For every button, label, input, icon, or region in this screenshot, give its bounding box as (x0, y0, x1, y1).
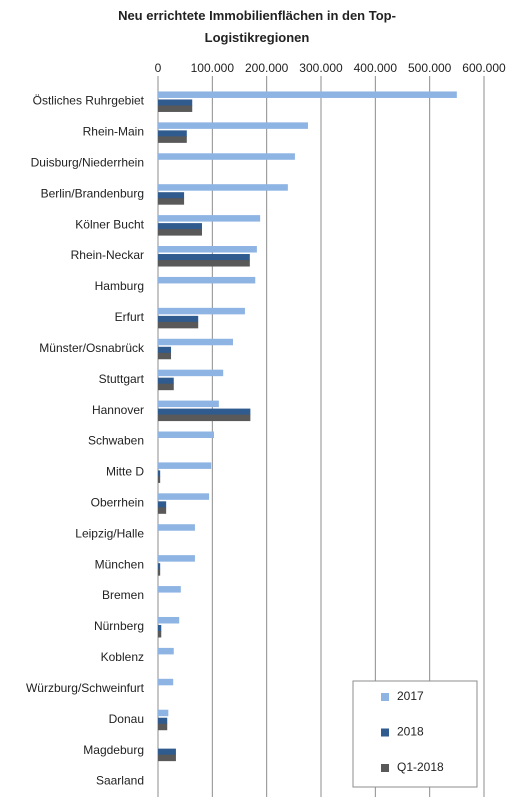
bar (158, 254, 250, 261)
y-tick-label: Saarland (96, 774, 144, 788)
bar (158, 630, 162, 638)
bar (158, 346, 172, 354)
y-tick-label: Hannover (92, 403, 144, 417)
bar (158, 709, 169, 717)
y-tick-label: Würzburg/Schweinfurt (26, 681, 145, 695)
bar (158, 476, 161, 483)
y-tick-label: Koblenz (101, 650, 144, 664)
bar (158, 563, 161, 570)
y-tick-label: Berlin/Brandenburg (41, 186, 144, 200)
bar (158, 555, 195, 562)
bar (158, 377, 174, 385)
y-tick-label: Leipzig/Halle (75, 526, 144, 540)
y-tick-label: Nürnberg (94, 619, 144, 633)
bar (158, 624, 162, 632)
bar (158, 130, 187, 137)
y-tick-label: Bremen (102, 588, 144, 602)
bar (158, 383, 174, 391)
bar (158, 754, 176, 762)
bar (158, 352, 172, 360)
y-tick-label: Rhein-Neckar (71, 248, 144, 262)
bar (158, 414, 251, 422)
bar (158, 717, 168, 725)
bar (158, 369, 224, 377)
x-tick-label: 200.000 (245, 61, 289, 75)
bar (158, 431, 214, 438)
bar (158, 569, 161, 576)
bar (158, 99, 193, 106)
bar (158, 307, 245, 315)
bar (158, 246, 257, 253)
bar (158, 470, 161, 477)
bar (158, 507, 167, 514)
bar (158, 315, 199, 323)
x-tick-label: 100.000 (191, 61, 235, 75)
chart-title: Neu errichtete Immobilienflächen in den … (118, 8, 396, 45)
y-tick-label: Mitte D (106, 465, 144, 479)
legend-label: Q1-2018 (397, 760, 444, 774)
x-tick-label: 400.000 (354, 61, 398, 75)
bar (158, 493, 210, 500)
bar (158, 276, 256, 284)
bar (158, 524, 195, 531)
bar (158, 647, 174, 655)
y-tick-label: Duisburg/Niederrhein (31, 155, 144, 169)
y-tick-label: Östliches Ruhrgebiet (33, 94, 145, 108)
legend-swatch (381, 764, 389, 772)
bar (158, 616, 180, 624)
bar (158, 192, 185, 199)
y-tick-label: Schwaben (88, 434, 144, 448)
bar (158, 91, 457, 98)
y-tick-label: Erfurt (115, 310, 145, 324)
bar (158, 122, 308, 129)
bar (158, 184, 288, 191)
y-tick-label: Rhein-Main (83, 125, 144, 139)
y-tick-label: Hamburg (95, 279, 144, 293)
bar (158, 105, 193, 112)
legend-label: 2018 (397, 725, 424, 739)
bar (158, 136, 187, 143)
y-tick-label: Kölner Bucht (75, 217, 144, 231)
bar (158, 223, 203, 230)
bar (158, 586, 181, 593)
y-tick-label: München (95, 557, 144, 571)
legend-swatch (381, 728, 389, 737)
bar (158, 400, 219, 408)
y-tick-label: Oberrhein (91, 495, 144, 509)
y-tick-label: Stuttgart (99, 372, 145, 386)
y-tick-label: Münster/Osnabrück (39, 341, 145, 355)
x-tick-label: 600.000 (462, 61, 506, 75)
bar (158, 260, 250, 267)
bar (158, 501, 167, 508)
y-tick-label: Donau (109, 712, 144, 726)
bar (158, 723, 168, 731)
legend-box (352, 680, 478, 788)
legend-label: 2017 (397, 689, 424, 703)
bar (158, 321, 199, 329)
bar (158, 229, 203, 236)
bar (158, 338, 233, 346)
x-tick-label: 0 (155, 61, 162, 75)
bar (158, 462, 212, 469)
bar (158, 215, 261, 222)
bar (158, 678, 174, 686)
bar (158, 198, 185, 205)
x-tick-label: 300.000 (299, 61, 343, 75)
bar (158, 748, 176, 756)
bar (158, 153, 295, 160)
y-tick-label: Magdeburg (83, 743, 144, 757)
bar (158, 408, 251, 416)
legend-swatch (381, 693, 389, 701)
x-tick-label: 500.000 (408, 61, 452, 75)
